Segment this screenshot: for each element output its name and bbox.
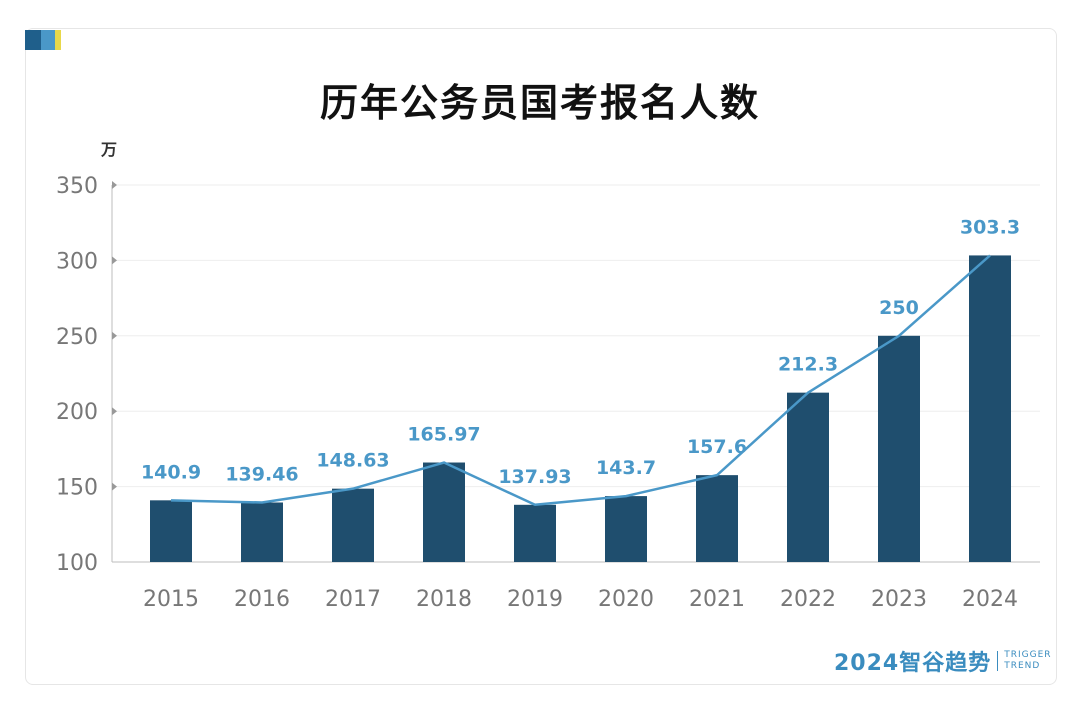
bar — [150, 500, 192, 562]
x-tick-label: 2019 — [507, 587, 563, 612]
brand-english-line2: TREND — [1004, 661, 1041, 671]
y-tick-marker — [112, 331, 117, 340]
corner-block-3 — [55, 30, 61, 50]
x-tick-label: 2022 — [780, 587, 836, 612]
brand-english-line1: TRIGGER — [1004, 650, 1052, 660]
x-tick-label: 2017 — [325, 587, 381, 612]
data-label: 303.3 — [960, 216, 1020, 238]
bar — [332, 488, 374, 562]
data-label: 212.3 — [778, 354, 838, 376]
bar — [969, 255, 1011, 563]
y-tick-label: 300 — [56, 249, 98, 274]
x-tick-label: 2021 — [689, 587, 745, 612]
data-label: 143.7 — [596, 457, 656, 479]
x-tick-label: 2018 — [416, 587, 472, 612]
data-label: 165.97 — [407, 424, 480, 446]
x-tick-label: 2016 — [234, 587, 290, 612]
bar — [787, 392, 829, 562]
data-label: 250 — [879, 297, 919, 319]
y-tick-label: 350 — [56, 174, 98, 199]
bar — [605, 496, 647, 562]
bar — [241, 502, 283, 562]
y-tick-marker — [112, 256, 117, 265]
y-tick-label: 100 — [56, 551, 98, 576]
y-tick-label: 200 — [56, 400, 98, 425]
x-tick-label: 2020 — [598, 587, 654, 612]
chart-title: 历年公务员国考报名人数 — [319, 81, 760, 125]
y-axis-unit: 万 — [101, 140, 118, 159]
y-tick-label: 150 — [56, 476, 98, 501]
brand-divider — [997, 651, 999, 671]
y-tick-marker — [112, 407, 117, 416]
brand-watermark: 2024智谷趋势 TRIGGER TREND — [834, 645, 1052, 677]
x-tick-label: 2023 — [871, 587, 927, 612]
data-label: 157.6 — [687, 436, 747, 458]
brand-english: TRIGGER TREND — [1004, 650, 1051, 672]
data-label: 148.63 — [316, 450, 389, 472]
trend-line — [170, 254, 991, 507]
brand-name: 2024智谷趋势 — [834, 651, 992, 676]
corner-accent — [25, 30, 61, 50]
data-label: 140.9 — [141, 461, 201, 483]
data-label: 137.93 — [498, 466, 571, 488]
x-tick-label: 2024 — [962, 587, 1018, 612]
bar — [423, 462, 465, 562]
bar — [878, 335, 920, 562]
bar — [514, 504, 556, 562]
corner-block-2 — [41, 30, 55, 50]
y-tick-marker — [112, 482, 117, 491]
y-tick-marker — [112, 181, 117, 189]
y-tick-label: 250 — [56, 325, 98, 350]
bar — [696, 475, 738, 562]
x-tick-label: 2015 — [143, 587, 199, 612]
corner-block-1 — [25, 30, 41, 50]
data-label: 139.46 — [225, 463, 298, 485]
